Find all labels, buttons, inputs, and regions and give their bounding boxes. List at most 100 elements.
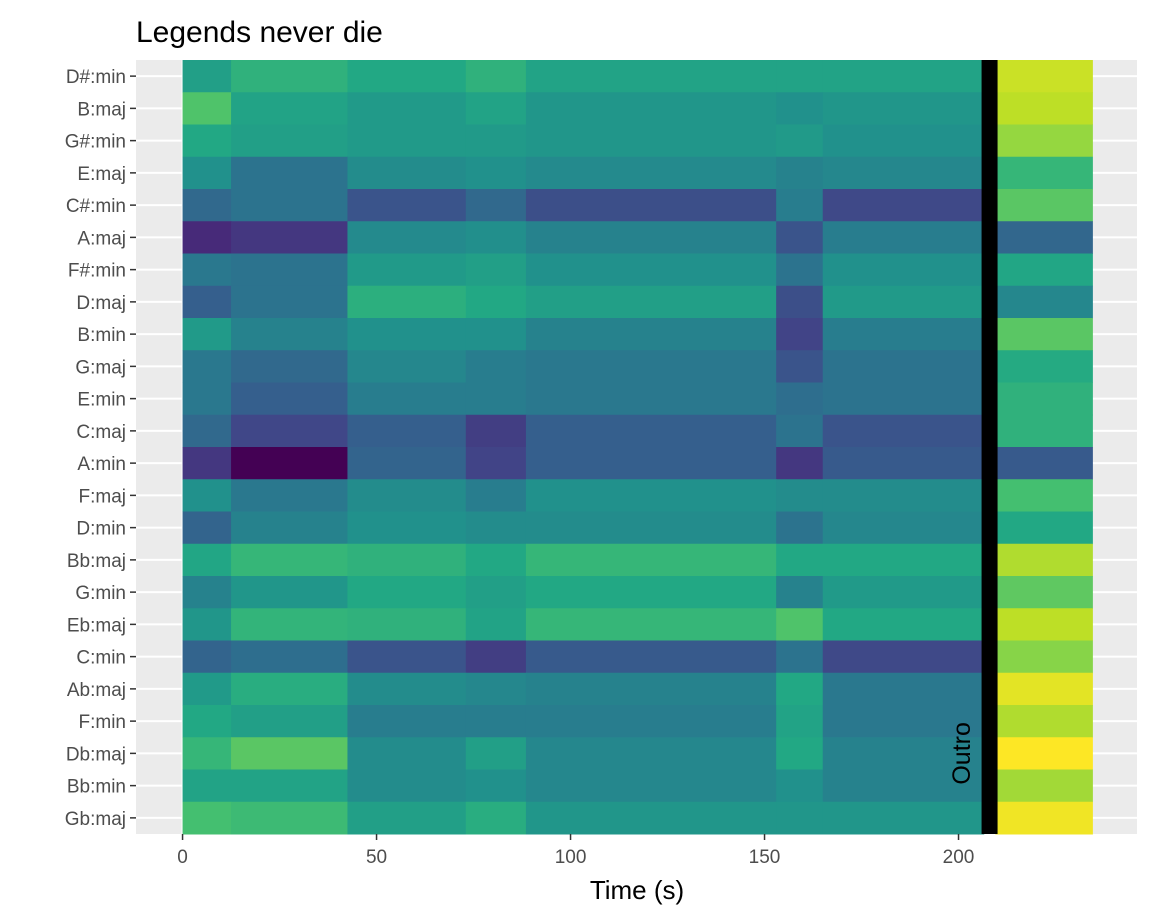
heatmap-cell	[776, 92, 824, 125]
heatmap-cell	[231, 479, 348, 512]
heatmap-cell	[995, 156, 1093, 190]
heatmap-cell	[465, 543, 527, 577]
heatmap-cell	[822, 189, 985, 222]
heatmap-cell	[995, 576, 1093, 609]
heatmap-cell	[525, 608, 777, 641]
heatmap-cell	[525, 285, 777, 319]
heatmap-cell	[347, 124, 467, 158]
heatmap-cell	[465, 253, 527, 287]
y-tick-label: D:maj	[76, 293, 126, 314]
heatmap-cell	[525, 705, 777, 738]
heatmap-cell	[465, 672, 527, 706]
heatmap-cell	[347, 447, 467, 480]
heatmap-cell	[822, 382, 985, 416]
heatmap-cell	[822, 221, 985, 254]
heatmap-cell	[347, 608, 467, 641]
heatmap-cell	[231, 705, 348, 738]
heatmap-cell	[347, 350, 467, 383]
y-tick-label: G:maj	[75, 357, 126, 378]
heatmap-cell	[182, 543, 232, 577]
heatmap-cell	[776, 479, 824, 512]
heatmap-cell	[182, 769, 232, 803]
heatmap-cell	[822, 447, 985, 480]
heatmap-cell	[231, 576, 348, 609]
heatmap-tiles	[182, 60, 1093, 835]
heatmap-cell	[465, 705, 527, 738]
heatmap-cell	[182, 189, 232, 222]
y-tick-label: C:min	[76, 648, 126, 669]
y-tick-label: A:min	[77, 454, 126, 475]
heatmap-cell	[182, 124, 232, 158]
heatmap-cell	[347, 737, 467, 770]
heatmap-cell	[182, 801, 232, 835]
x-tick-label: 100	[555, 847, 587, 868]
heatmap-cell	[465, 189, 527, 222]
y-tick-label: E:min	[77, 390, 126, 411]
heatmap-cell	[822, 640, 985, 674]
heatmap-cell	[347, 769, 467, 803]
heatmap-cell	[182, 414, 232, 448]
heatmap-cell	[995, 221, 1093, 254]
heatmap-cell	[347, 253, 467, 287]
heatmap-cell	[525, 543, 777, 577]
heatmap-cell	[231, 382, 348, 416]
heatmap-cell	[525, 576, 777, 609]
heatmap-cell	[995, 511, 1093, 545]
heatmap-cell	[465, 92, 527, 125]
y-tick-label: Bb:maj	[67, 551, 126, 572]
heatmap-cell	[465, 60, 527, 93]
x-tick-label: 0	[177, 847, 188, 868]
heatmap-cell	[525, 640, 777, 674]
heatmap-cell	[347, 705, 467, 738]
heatmap-cell	[231, 156, 348, 190]
heatmap-cell	[822, 705, 985, 738]
y-tick-label: G#:min	[65, 132, 126, 153]
heatmap-cell	[231, 124, 348, 158]
heatmap-cell	[776, 285, 824, 319]
heatmap-cell	[182, 92, 232, 125]
heatmap-cell	[776, 511, 824, 545]
heatmap-cell	[822, 350, 985, 383]
heatmap-cell	[465, 318, 527, 351]
y-tick-label: Ab:maj	[67, 680, 126, 701]
heatmap-cell	[776, 60, 824, 93]
heatmap-cell	[231, 253, 348, 287]
heatmap-cell	[995, 318, 1093, 351]
heatmap-cell	[525, 447, 777, 480]
heatmap-cell	[465, 414, 527, 448]
heatmap-cell	[822, 318, 985, 351]
y-axis: D#:min B:maj G#:min E:maj C#:min A:maj F#:min D…	[65, 67, 136, 830]
heatmap-cell	[347, 92, 467, 125]
heatmap-cell	[182, 672, 232, 706]
heatmap-cell	[776, 189, 824, 222]
y-tick-label: F:maj	[79, 486, 127, 507]
heatmap-cell	[465, 156, 527, 190]
y-tick-label: F#:min	[68, 261, 126, 282]
heatmap-cell	[182, 737, 232, 770]
heatmap-cell	[525, 318, 777, 351]
heatmap-cell	[347, 672, 467, 706]
x-axis: 0 50 100 150 200	[177, 834, 974, 868]
heatmap-cell	[995, 479, 1093, 512]
heatmap-cell	[776, 672, 824, 706]
heatmap-cell	[231, 447, 348, 480]
heatmap-cell	[525, 801, 777, 835]
heatmap-cell	[231, 640, 348, 674]
heatmap-cell	[525, 350, 777, 383]
heatmap-cell	[995, 737, 1093, 770]
heatmap-cell	[776, 318, 824, 351]
heatmap-cell	[465, 640, 527, 674]
heatmap-cell	[347, 156, 467, 190]
heatmap-cell	[822, 769, 985, 803]
heatmap-cell	[465, 285, 527, 319]
x-axis-title: Time (s)	[590, 875, 684, 905]
heatmap-cell	[822, 511, 985, 545]
heatmap-cell	[995, 447, 1093, 480]
heatmap-cell	[822, 124, 985, 158]
heatmap-cell	[822, 672, 985, 706]
heatmap-cell	[776, 640, 824, 674]
heatmap-cell	[231, 285, 348, 319]
heatmap-cell	[347, 285, 467, 319]
heatmap-cell	[525, 124, 777, 158]
heatmap-cell	[347, 189, 467, 222]
